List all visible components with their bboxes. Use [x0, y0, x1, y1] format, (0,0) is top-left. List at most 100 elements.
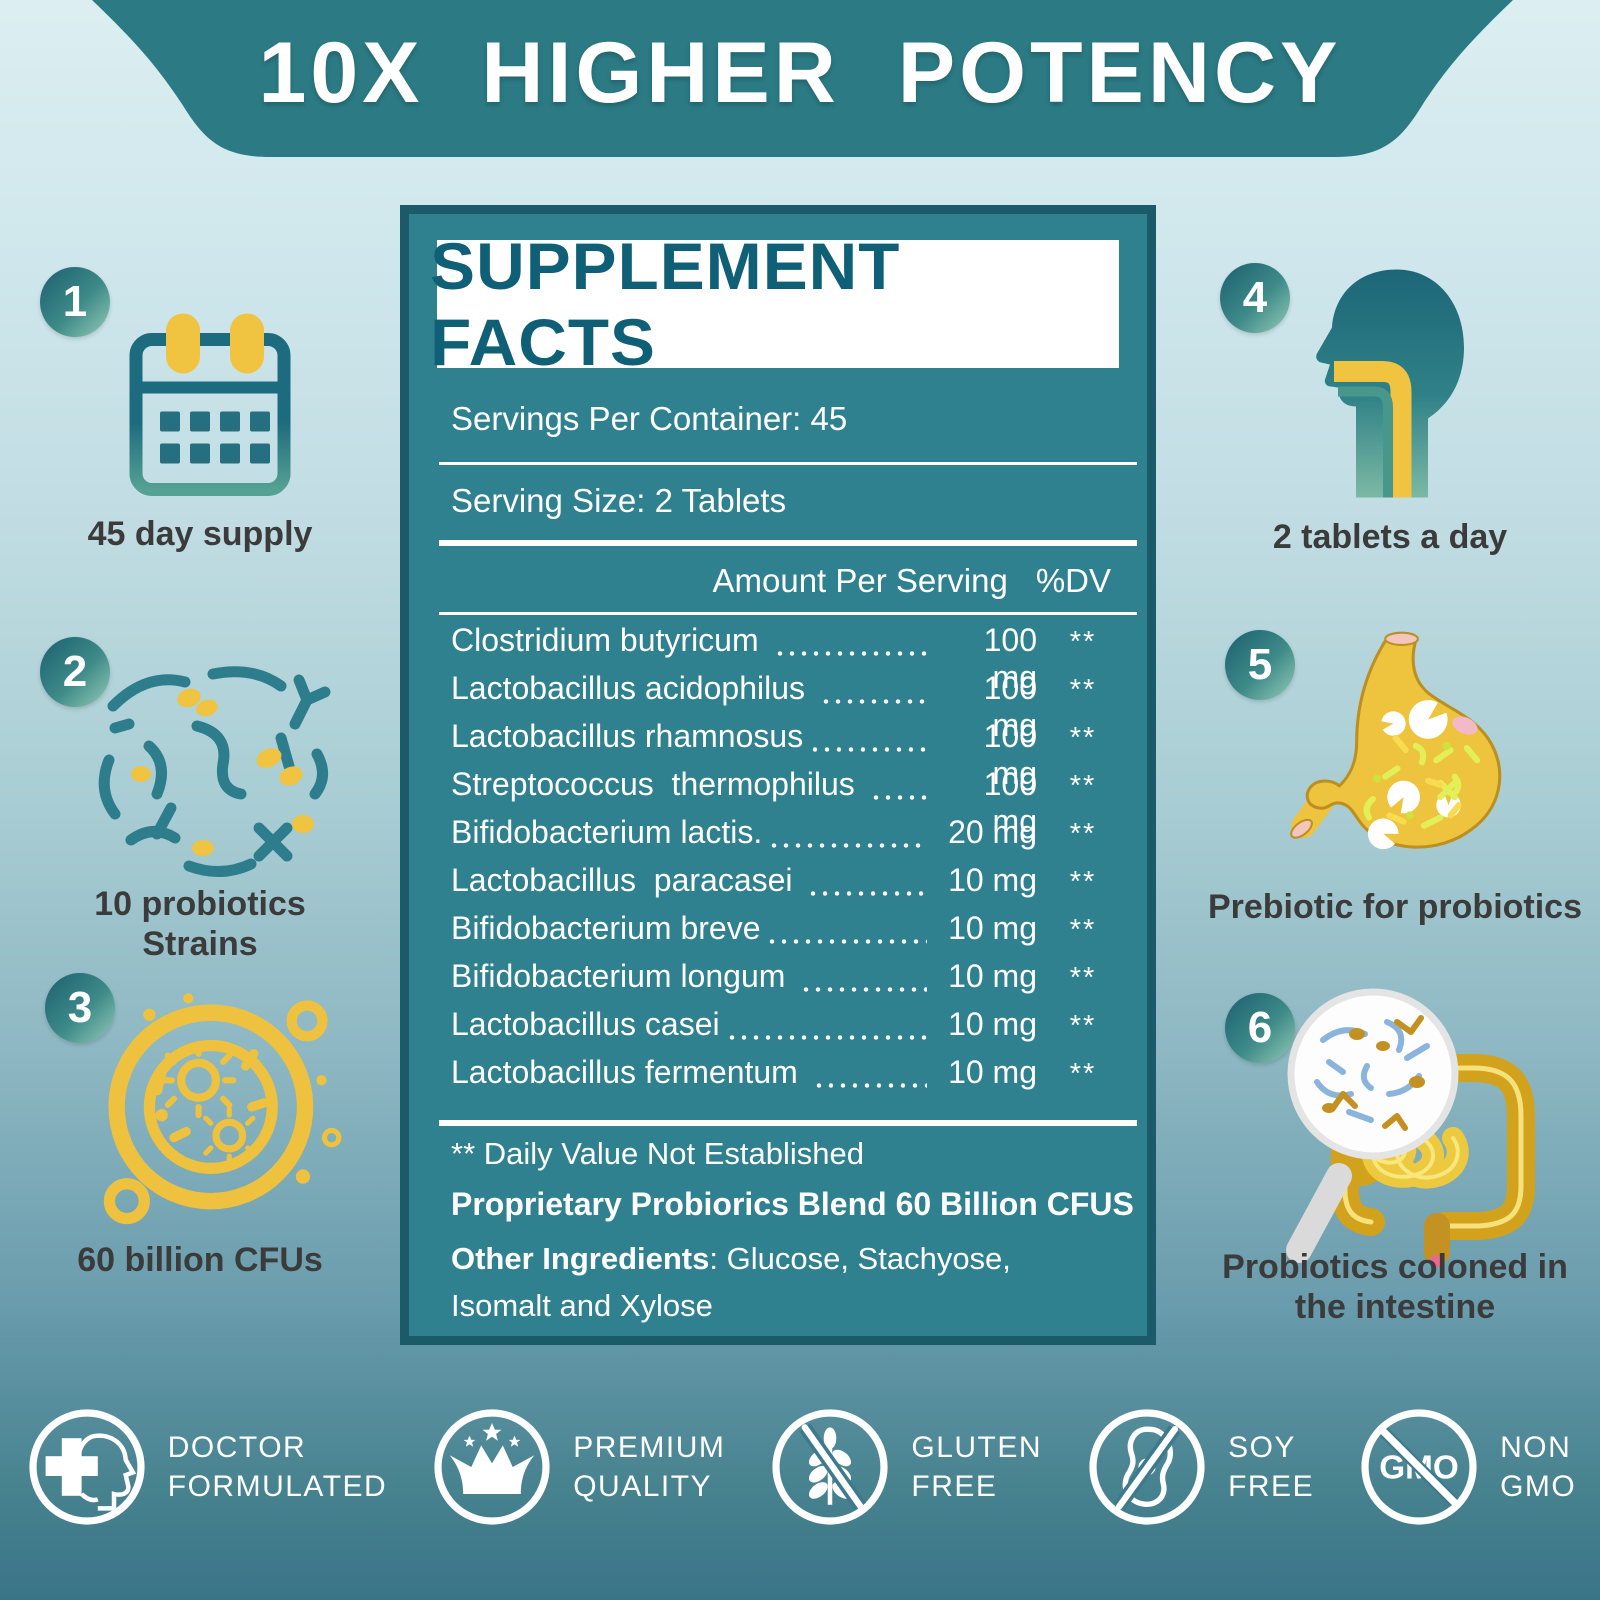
- petri-dish-icon: [103, 993, 342, 1225]
- feature-45-day-supply: 1 45 day supply: [35, 262, 365, 562]
- table-row: Lactobacillus paracasei 10 mg **: [451, 862, 1129, 910]
- ingredient-amount: 10 mg: [948, 1054, 1037, 1090]
- separator-thin: [439, 612, 1137, 615]
- table-row: Clostridium butyricum 100 mg **: [451, 622, 1129, 695]
- ingredient-name: Streptococcus thermophilus: [451, 766, 864, 802]
- ingredient-dv: **: [1069, 722, 1097, 754]
- feature-label-line2: the intestine: [1294, 1288, 1496, 1327]
- ingredient-dv: **: [1069, 1010, 1097, 1042]
- feature-label: 60 billion CFUs: [77, 1241, 323, 1279]
- amount-per-serving-header: Amount Per Serving: [712, 562, 1008, 599]
- feature-number-badge: 5: [1225, 630, 1295, 700]
- table-row: Lactobacillus acidophilus 100 mg **: [451, 670, 1129, 743]
- supplement-facts-panel: SUPPLEMENT FACTS Servings Per Container:…: [400, 205, 1156, 1345]
- badge-label: PREMIUM QUALITY: [573, 1428, 725, 1506]
- badge-doctor-formulated: DOCTOR FORMULATED: [24, 1404, 387, 1530]
- feature-label: Prebiotic for probiotics: [1207, 888, 1583, 926]
- feature-number-badge: 1: [40, 267, 110, 337]
- table-row: Bifidobacterium lactis. 20 mg **: [451, 814, 1129, 862]
- ingredient-name: Lactobacillus rhamnosus: [451, 718, 804, 754]
- table-row: Bifidobacterium breve 10 mg **: [451, 910, 1129, 958]
- ingredient-table: Clostridium butyricum 100 mg ** Lactobaci…: [451, 622, 1129, 1102]
- feature-number-badge: 3: [45, 973, 115, 1043]
- badge-non-gmo: GMO NON GMO: [1356, 1404, 1576, 1530]
- ingredient-name: Lactobacillus casei: [451, 1006, 720, 1042]
- intestine-magnifier-icon: [1286, 988, 1535, 1267]
- dv-header: %DV: [1035, 562, 1111, 599]
- ingredient-name: Lactobacillus paracasei: [451, 862, 802, 898]
- feature-intestine: 6: [1205, 965, 1585, 1327]
- table-row: Lactobacillus casei 10 mg **: [451, 1006, 1129, 1054]
- ingredient-dv: **: [1069, 914, 1097, 946]
- banner-shape: [92, 0, 1513, 157]
- badge-label: NON GMO: [1500, 1428, 1576, 1506]
- feature-label-line1: Probiotics coloned in: [1222, 1248, 1568, 1286]
- other-ingredients-label: Other Ingredients: [451, 1241, 710, 1276]
- head-swallow-icon: [1316, 269, 1464, 498]
- ingredient-dv: **: [1069, 674, 1097, 706]
- serving-size: Serving Size: 2 Tablets: [451, 482, 787, 519]
- feature-60-billion-cfus: 3: [35, 968, 365, 1288]
- feature-label: 10 probiotics Strains: [94, 885, 306, 964]
- ingredient-name: Lactobacillus acidophilus: [451, 670, 814, 706]
- ingredient-dv: **: [1069, 1058, 1097, 1090]
- feature-number-badge: 2: [40, 637, 110, 707]
- feature-prebiotic: 5 Prebiotic for probi: [1205, 615, 1585, 935]
- dot-leader: [819, 699, 927, 704]
- ingredient-dv: **: [1069, 626, 1097, 658]
- ingredient-dv: **: [1069, 866, 1097, 898]
- stomach-icon: [1290, 631, 1502, 850]
- calendar-icon: [129, 313, 291, 496]
- ingredient-amount: 100 mg: [983, 622, 1037, 695]
- separator-thick: [439, 540, 1137, 546]
- supplement-facts-header: SUPPLEMENT FACTS: [430, 229, 1119, 379]
- premium-quality-icon: [434, 1409, 550, 1525]
- badge-label-line1: SOY: [1228, 1431, 1296, 1464]
- badge-label-line2: GMO: [1500, 1470, 1577, 1503]
- ingredient-amount: 20 mg: [948, 814, 1037, 850]
- dv-footnote: ** Daily Value Not Established: [451, 1136, 864, 1171]
- certification-badges-row: DOCTOR FORMULATED PREMIUM QUALITY: [0, 1382, 1600, 1552]
- ingredient-name: Lactobacillus fermentum: [451, 1054, 807, 1090]
- table-row: Streptococcus thermophilus 100 mg **: [451, 766, 1129, 839]
- dot-leader: [812, 1083, 927, 1088]
- dot-leader: [768, 843, 927, 848]
- badge-label-line2: FREE: [1228, 1470, 1315, 1503]
- ingredient-amount: 10 mg: [948, 1006, 1037, 1042]
- badge-label-line1: DOCTOR: [167, 1431, 307, 1464]
- dot-leader: [766, 939, 927, 944]
- proprietary-blend: Proprietary Probiorics Blend 60 Billion …: [451, 1186, 1134, 1222]
- page-title: 10X HIGHER POTENCY: [258, 25, 1342, 121]
- dot-leader: [869, 795, 927, 800]
- badge-label-line1: NON: [1500, 1431, 1572, 1464]
- feature-label: 45 day supply: [87, 515, 313, 553]
- badge-label-line2: FORMULATED: [167, 1470, 388, 1503]
- other-ingredients: Other Ingredients: Glucose, Stachyose, I…: [451, 1236, 1097, 1329]
- table-row: Lactobacillus rhamnosus 100 mg **: [451, 718, 1129, 791]
- feature-number-badge: 4: [1220, 263, 1290, 333]
- dot-leader: [809, 747, 927, 752]
- dot-leader: [725, 1035, 927, 1040]
- ingredient-amount: 100 mg: [983, 766, 1037, 839]
- feature-2-tablets-a-day: 4 2 tablets a day: [1210, 255, 1570, 565]
- ingredient-name: Bifidobacterium breve: [451, 910, 761, 946]
- bacteria-icon: [98, 666, 331, 878]
- badge-label-line2: FREE: [911, 1470, 998, 1503]
- soy-free-icon: [1089, 1409, 1205, 1525]
- ingredient-dv: **: [1069, 770, 1097, 802]
- badge-label-line1: GLUTEN: [911, 1431, 1043, 1464]
- badge-gluten-free: GLUTEN FREE: [767, 1404, 1042, 1530]
- badge-label-line1: PREMIUM: [573, 1431, 726, 1464]
- ingredient-name: Bifidobacterium lactis.: [451, 814, 763, 850]
- separator-thick: [439, 1120, 1137, 1126]
- badge-label-line2: QUALITY: [573, 1470, 713, 1503]
- dot-leader: [800, 987, 927, 992]
- separator-thin: [439, 462, 1137, 465]
- badge-label: GLUTEN FREE: [911, 1428, 1042, 1506]
- badge-premium-quality: PREMIUM QUALITY: [429, 1404, 725, 1530]
- table-row: Bifidobacterium longum 10 mg **: [451, 958, 1129, 1006]
- ingredient-amount: 100 mg: [983, 718, 1037, 791]
- table-row: Lactobacillus fermentum 10 mg **: [451, 1054, 1129, 1102]
- servings-per-container: Servings Per Container: 45: [451, 400, 848, 437]
- feature-probiotic-strains: 2: [35, 632, 365, 963]
